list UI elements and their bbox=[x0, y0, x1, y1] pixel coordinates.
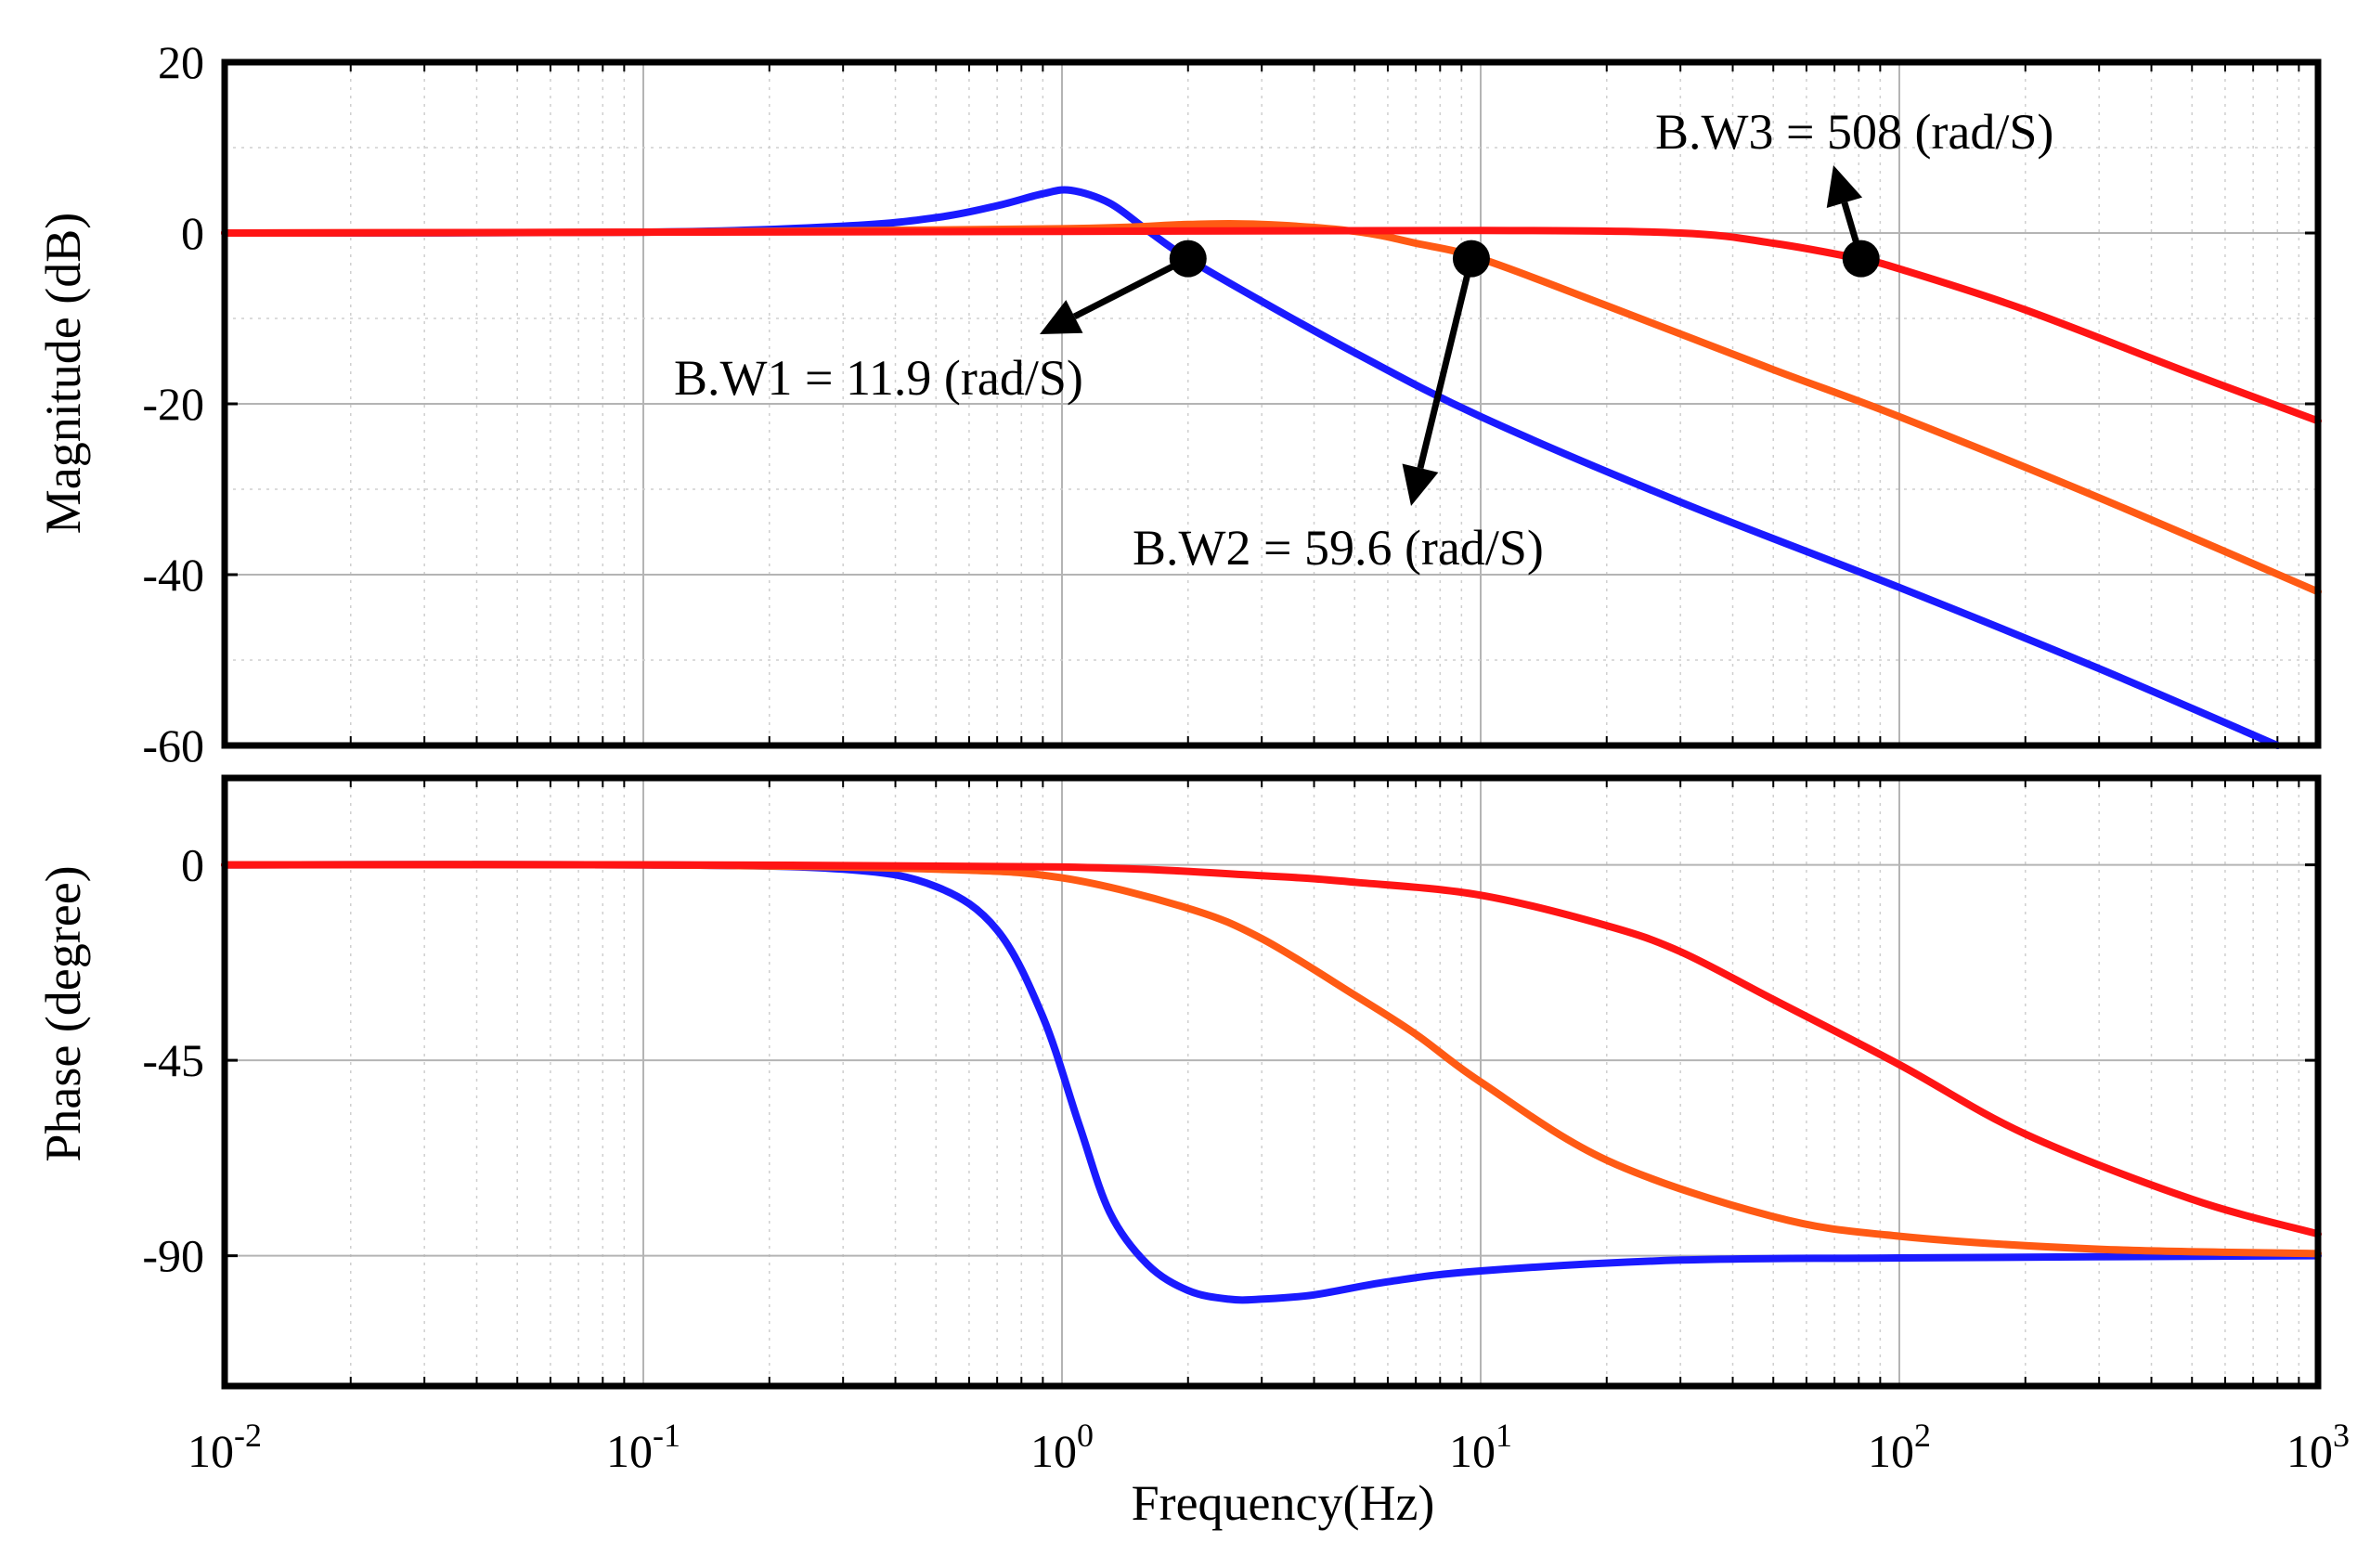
bandwidth-arrow-shaft-1 bbox=[1072, 255, 1190, 320]
bandwidth-marker-3 bbox=[1842, 240, 1880, 278]
x-tick-exponent: 1 bbox=[1496, 1417, 1512, 1454]
phase-frame bbox=[221, 774, 2322, 1390]
phase-y-ticks: 0 -45 -90 bbox=[142, 839, 204, 1282]
bandwidth-marker-2 bbox=[1452, 240, 1490, 278]
x-tick-exponent: 3 bbox=[2333, 1417, 2350, 1454]
x-tick-base: 10 bbox=[1449, 1425, 1496, 1477]
bandwidth-arrow-head-2 bbox=[1402, 463, 1439, 506]
magnitude-series bbox=[221, 186, 2322, 749]
phase-series-bw3 bbox=[221, 861, 2322, 1238]
bw2-annotation: B.W2 = 59.6 (rad/S) bbox=[1133, 520, 1544, 576]
x-tick-exponent: -2 bbox=[234, 1417, 262, 1454]
x-tick-label: 100 bbox=[1030, 1417, 1094, 1477]
bandwidth-arrow-head-1 bbox=[1040, 300, 1083, 334]
bandwidth-arrow-shaft-2 bbox=[1417, 257, 1475, 470]
x-tick-base: 10 bbox=[1030, 1425, 1077, 1477]
magnitude-y-tick-label: -60 bbox=[142, 719, 204, 771]
x-tick-label: 101 bbox=[1449, 1417, 1512, 1477]
x-tick-exponent: -1 bbox=[653, 1417, 680, 1454]
magnitude-grid bbox=[225, 62, 2318, 745]
bw1-annotation: B.W1 = 11.9 (rad/S) bbox=[674, 350, 1083, 406]
phase-y-tick-label: -90 bbox=[142, 1230, 204, 1282]
magnitude-y-label: Magnitude (dB) bbox=[35, 213, 91, 534]
magnitude-y-ticks: 20 0 -20 -40 -60 bbox=[142, 36, 204, 771]
x-tick-base: 10 bbox=[188, 1425, 234, 1477]
x-ticks: 10-2 10-1 100 101 102 103 bbox=[188, 1417, 2350, 1477]
bandwidth-arrows bbox=[1040, 165, 1865, 506]
magnitude-y-tick-label: 20 bbox=[158, 36, 204, 88]
magnitude-frame bbox=[221, 58, 2322, 749]
phase-y-label: Phase (degree) bbox=[35, 865, 91, 1161]
x-tick-base: 10 bbox=[2286, 1425, 2333, 1477]
bandwidth-arrow-head-3 bbox=[1826, 165, 1863, 208]
x-tick-exponent: 0 bbox=[1077, 1417, 1094, 1454]
x-tick-label: 102 bbox=[1868, 1417, 1931, 1477]
phase-grid bbox=[225, 778, 2318, 1386]
x-tick-base: 10 bbox=[606, 1425, 653, 1477]
magnitude-y-tick-label: -20 bbox=[142, 378, 204, 430]
bandwidth-markers bbox=[1169, 240, 1880, 278]
phase-series-bw1 bbox=[221, 861, 2322, 1304]
x-axis-label: Frequency(Hz) bbox=[1132, 1475, 1435, 1531]
phase-y-tick-label: -45 bbox=[142, 1034, 204, 1086]
x-tick-label: 10-1 bbox=[606, 1417, 680, 1477]
x-tick-label: 103 bbox=[2286, 1417, 2350, 1477]
magnitude-series-bw1 bbox=[221, 186, 2282, 749]
phase-series bbox=[221, 861, 2322, 1304]
bandwidth-marker-1 bbox=[1169, 240, 1207, 278]
x-tick-base: 10 bbox=[1868, 1425, 1914, 1477]
magnitude-series-bw3 bbox=[221, 227, 2322, 425]
x-tick-exponent: 2 bbox=[1914, 1417, 1931, 1454]
phase-y-tick-label: 0 bbox=[181, 839, 204, 891]
x-tick-label: 10-2 bbox=[188, 1417, 262, 1477]
magnitude-y-tick-label: 0 bbox=[181, 207, 204, 259]
magnitude-y-tick-label: -40 bbox=[142, 549, 204, 601]
phase-series-bw2 bbox=[221, 861, 2322, 1258]
bw3-annotation: B.W3 = 508 (rad/S) bbox=[1655, 104, 2053, 160]
